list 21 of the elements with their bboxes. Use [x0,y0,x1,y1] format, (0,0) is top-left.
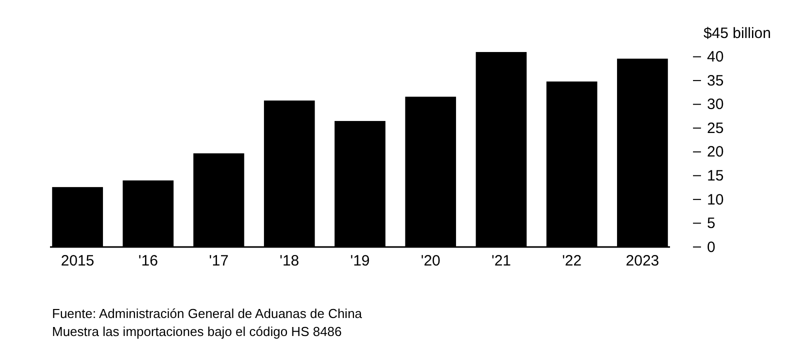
x-tick-label: 2023 [626,252,660,270]
x-tick-label: '17 [208,252,229,270]
y-tick-label: 30 [707,96,724,114]
x-tick-label: '16 [138,252,158,270]
x-tick-label: 2015 [60,252,94,270]
y-tick-label: 15 [707,167,724,184]
y-tick-label: $45 billion [703,24,771,42]
x-tick-label: '18 [280,252,300,270]
x-tick-label: '21 [491,252,512,270]
x-tick-label: '19 [350,252,370,270]
text: Muestra las importaciones bajo el código HS 8486 [52,324,342,339]
y-tick-label: 40 [707,48,724,66]
y-tick-label: 5 [707,215,716,232]
y-tick-label: 20 [707,144,724,161]
y-tick-label: 10 [707,191,724,208]
y-tick-label: 25 [707,120,724,137]
x-tick-label: '20 [420,252,440,270]
source-note: Fuente: Administración General de Aduanas de China [52,306,363,321]
x-tick-label: '22 [562,252,582,270]
y-tick-label: 35 [707,72,724,90]
y-tick-label: 0 [707,238,716,256]
